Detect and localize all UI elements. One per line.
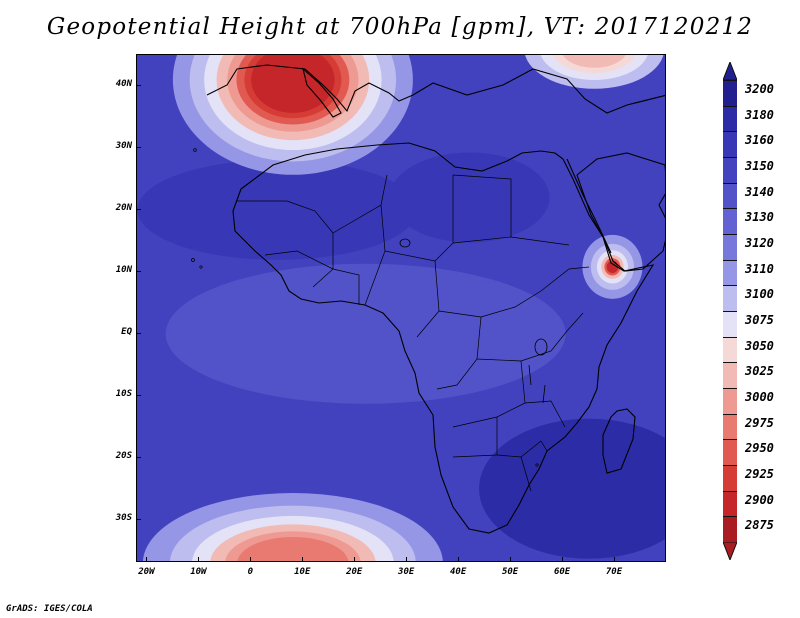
colorbar-label: 3120 <box>745 236 774 251</box>
colorbar-label: 3130 <box>745 210 774 225</box>
colorbar-label: 2900 <box>745 492 774 507</box>
colorbar-segment <box>723 285 737 311</box>
lon-tick <box>354 557 356 562</box>
lon-label: 70E <box>605 567 623 577</box>
colorbar-label: 2925 <box>745 467 774 482</box>
lon-tick <box>406 557 408 562</box>
country-borders <box>237 174 590 492</box>
lakes <box>399 238 548 404</box>
colorbar-label: 3110 <box>745 261 774 276</box>
italy-coastline <box>302 67 342 118</box>
lon-tick <box>510 557 512 562</box>
map-title: Geopotential Height at 700hPa [gpm], VT:… <box>46 14 754 40</box>
map-svg <box>137 55 665 561</box>
map-panel <box>136 54 666 562</box>
lon-label: 40E <box>450 567 467 577</box>
arabia-coastline <box>576 152 665 272</box>
colorbar-label: 2950 <box>745 441 774 456</box>
arabia-high-level-0 <box>389 152 550 243</box>
europe-coastline <box>206 64 665 114</box>
colorbar-segment <box>723 439 737 465</box>
colorbar-segment <box>723 516 737 542</box>
footer-credit: GrADS: IGES/COLA <box>6 604 93 614</box>
lat-label: 10S <box>115 388 132 399</box>
colorbar-label: 3150 <box>745 159 774 174</box>
lat-label: 10N <box>115 264 132 275</box>
colorbar-segment <box>723 234 737 260</box>
lon-label: 10W <box>190 567 207 577</box>
lat-tick <box>136 332 141 334</box>
madagascar-coastline <box>602 408 636 474</box>
colorbar-segment <box>723 208 737 234</box>
colorbar-segment <box>723 131 737 157</box>
lon-tick <box>614 557 616 562</box>
colorbar-label: 3050 <box>745 338 774 353</box>
colorbar-top-arrow <box>723 62 737 80</box>
lon-label: 60E <box>553 567 571 577</box>
lat-tick <box>136 208 141 210</box>
colorbar-label: 2975 <box>745 415 774 430</box>
field-layer <box>137 55 665 561</box>
colorbar-segment <box>723 80 737 106</box>
lon-tick <box>146 557 148 562</box>
lat-tick <box>136 84 141 86</box>
lat-tick <box>136 270 141 272</box>
colorbar-segment <box>723 465 737 491</box>
colorbar-bottom-arrow <box>723 542 737 560</box>
lon-tick <box>458 557 460 562</box>
colorbar-label: 3160 <box>745 133 774 148</box>
colorbar-label: 3000 <box>745 390 774 405</box>
colorbar <box>723 80 737 543</box>
lat-tick <box>136 146 141 148</box>
colorbar-segment <box>723 157 737 183</box>
coastline-layer <box>191 64 665 534</box>
lat-label: EQ <box>121 326 132 337</box>
colorbar-segment <box>723 182 737 209</box>
colorbar-segment <box>723 105 737 132</box>
colorbar-segment <box>723 259 737 286</box>
colorbar-label: 3025 <box>745 364 774 379</box>
lon-tick <box>302 557 304 562</box>
indian-ocean-cyclone-level-5 <box>606 260 619 274</box>
lon-tick <box>198 557 200 562</box>
colorbar-segment <box>723 388 737 414</box>
mediterranean-low-level-7 <box>251 55 335 113</box>
lat-label: 30N <box>115 140 132 151</box>
southern-low-level-5 <box>237 537 349 561</box>
lon-label: 20W <box>138 567 155 577</box>
colorbar-label: 3100 <box>745 287 774 302</box>
colorbar-segment <box>723 362 737 388</box>
colorbar-segment <box>723 336 737 363</box>
lon-label: 30E <box>398 567 415 577</box>
northeast-low-level-3 <box>562 55 626 68</box>
lon-tick <box>562 557 564 562</box>
africa-coastline <box>232 142 655 534</box>
colorbar-label: 3140 <box>745 184 774 199</box>
colorbar-label: 3200 <box>745 82 774 97</box>
colorbar-segment <box>723 311 737 337</box>
central-trough-level-0 <box>165 263 566 404</box>
lat-tick <box>136 456 141 458</box>
lon-tick <box>250 557 252 562</box>
lon-label: 20E <box>346 567 363 577</box>
colorbar-segment <box>723 413 737 440</box>
islands <box>191 148 539 467</box>
lat-label: 40N <box>115 78 132 89</box>
lat-label: 30S <box>115 512 132 523</box>
colorbar-label: 2875 <box>745 518 774 533</box>
lat-tick <box>136 394 141 396</box>
lon-label: 50E <box>501 567 519 577</box>
colorbar-label: 3180 <box>745 107 774 122</box>
lon-label: 0 <box>247 567 254 577</box>
colorbar-label: 3075 <box>745 313 774 328</box>
sahara-high-level-0 <box>137 159 418 260</box>
lat-tick <box>136 518 141 520</box>
lon-label: 10E <box>294 567 311 577</box>
red-sea-shore <box>566 158 612 254</box>
lat-label: 20S <box>115 450 132 461</box>
colorbar-segment <box>723 490 737 517</box>
lat-label: 20N <box>115 202 132 213</box>
